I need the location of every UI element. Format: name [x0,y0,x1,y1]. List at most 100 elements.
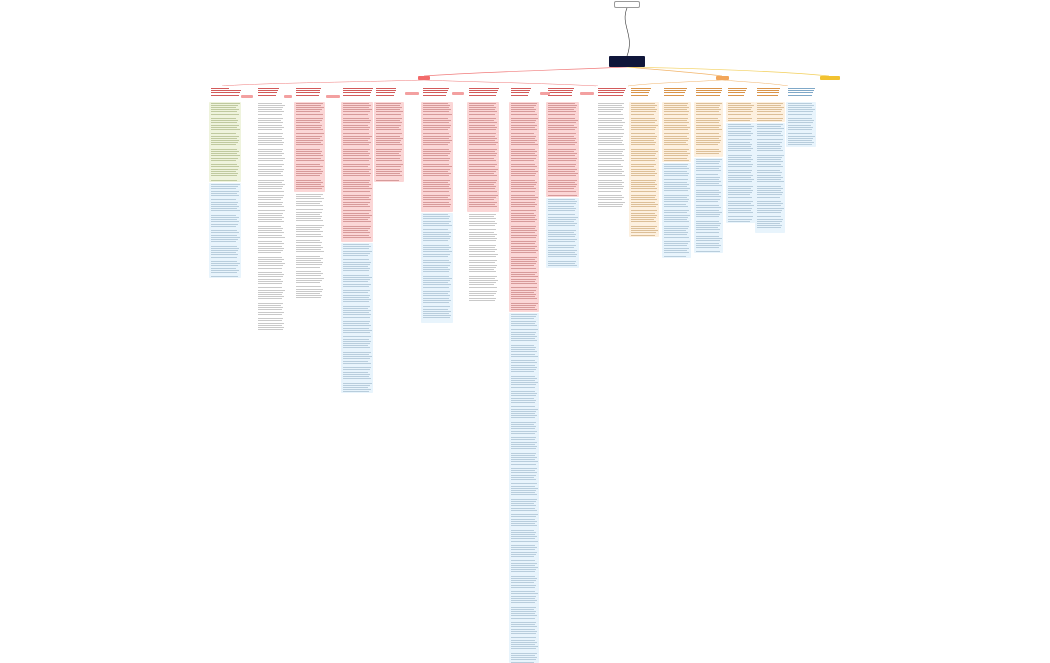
subtopic-tag[interactable] [405,92,419,95]
note-text-line [510,221,536,223]
subtopic-note-card[interactable] [662,163,691,258]
note-text-line [468,133,497,135]
subtopic-note-card[interactable] [341,243,373,393]
note-text-line [510,256,537,258]
subtopic-header[interactable] [509,86,539,100]
subtopic-note-card[interactable] [421,213,453,323]
note-text-line [257,128,283,130]
subtopic-header[interactable] [629,86,659,100]
subtopic-tag[interactable] [326,95,340,98]
note-text-line [342,150,368,152]
subtopic-header[interactable] [467,86,499,100]
subtopic-note-card[interactable] [755,123,785,233]
note-text-line [257,142,285,144]
subtopic-note-card[interactable] [786,101,816,147]
subtopic-note-card[interactable] [694,158,723,253]
note-text-line [510,553,536,555]
note-text-line [547,124,575,126]
subtopic-note-card[interactable] [209,183,241,278]
subtopic-note-card[interactable] [546,198,579,268]
subtopic-header[interactable] [341,86,373,100]
note-text-line [468,229,496,231]
note-text-line [210,155,240,157]
subtopic-note-card[interactable] [755,101,785,122]
note-text-line [468,190,497,192]
note-text-line [257,274,285,276]
note-text-line [468,225,496,226]
subtopic-note-card[interactable] [509,313,539,663]
subtopic-note-card[interactable] [467,101,499,212]
subtopic-note-card[interactable] [341,101,373,242]
subtopic-note-card[interactable] [694,101,723,157]
note-text-line [342,142,371,144]
note-text-line [630,153,656,155]
note-text-line [468,262,495,264]
subtopic-tag[interactable] [241,95,253,98]
subtopic-note-card[interactable] [256,101,286,332]
subtopic-header[interactable] [256,86,286,100]
note-text-line [597,186,625,188]
note-text-line [630,221,657,223]
note-text-line [295,209,324,211]
note-text-line [295,275,322,277]
subtopic-note-card[interactable] [374,101,404,182]
branch-right[interactable] [820,76,840,80]
subtopic-note-card[interactable] [546,101,579,197]
subtopic-header[interactable] [294,86,325,100]
subtopic-tag[interactable] [452,92,464,95]
subtopic-note-card[interactable] [726,101,755,122]
note-text-line [510,421,536,423]
note-text-line [727,117,752,119]
subtopic-header[interactable] [726,86,755,100]
subtopic-header[interactable] [421,86,453,100]
note-text-line [342,128,369,130]
subtopic-tag[interactable] [580,92,594,95]
branch-left[interactable] [418,76,430,80]
note-text-line [257,170,283,172]
header-text-line [630,92,650,94]
note-text-line [468,142,498,144]
note-text-line [510,538,536,540]
note-text-line [257,135,282,137]
subtopic-header[interactable] [209,86,241,100]
note-text-line [295,282,321,283]
top-note[interactable] [614,1,640,8]
note-text-line [695,109,721,111]
note-text-line [375,102,402,104]
note-text-line [257,194,285,196]
note-text-line [422,186,449,188]
note-text-line [210,175,237,177]
subtopic-note-card[interactable] [294,193,325,303]
subtopic-note-card[interactable] [596,101,626,212]
subtopic-header[interactable] [755,86,785,100]
subtopic-header[interactable] [694,86,723,100]
note-text-line [510,551,538,553]
note-text-line [210,263,240,265]
note-text-line [630,128,655,130]
note-text-line [510,307,535,309]
subtopic-tag[interactable] [540,92,550,95]
subtopic-header[interactable] [662,86,691,100]
subtopic-header[interactable] [374,86,404,100]
note-text-line [663,122,689,124]
note-text-line [468,135,495,137]
root-topic[interactable] [609,56,645,67]
subtopic-note-card[interactable] [467,213,499,303]
subtopic-note-card[interactable] [509,101,539,312]
branch-center[interactable] [716,76,729,80]
subtopic-note-card[interactable] [726,123,755,223]
subtopic-note-card[interactable] [294,101,325,192]
subtopic-note-card[interactable] [629,101,659,237]
note-text-line [630,150,658,152]
subtopic-tag[interactable] [284,95,292,98]
subtopic-header[interactable] [546,86,579,100]
note-text-line [663,166,687,168]
subtopic-note-card[interactable] [662,101,691,162]
subtopic-header[interactable] [596,86,626,100]
subtopic-note-card[interactable] [209,101,241,182]
subtopic-note-card[interactable] [421,101,453,212]
note-text-line [630,109,658,111]
note-text-line [422,194,450,196]
subtopic-header[interactable] [786,86,816,100]
